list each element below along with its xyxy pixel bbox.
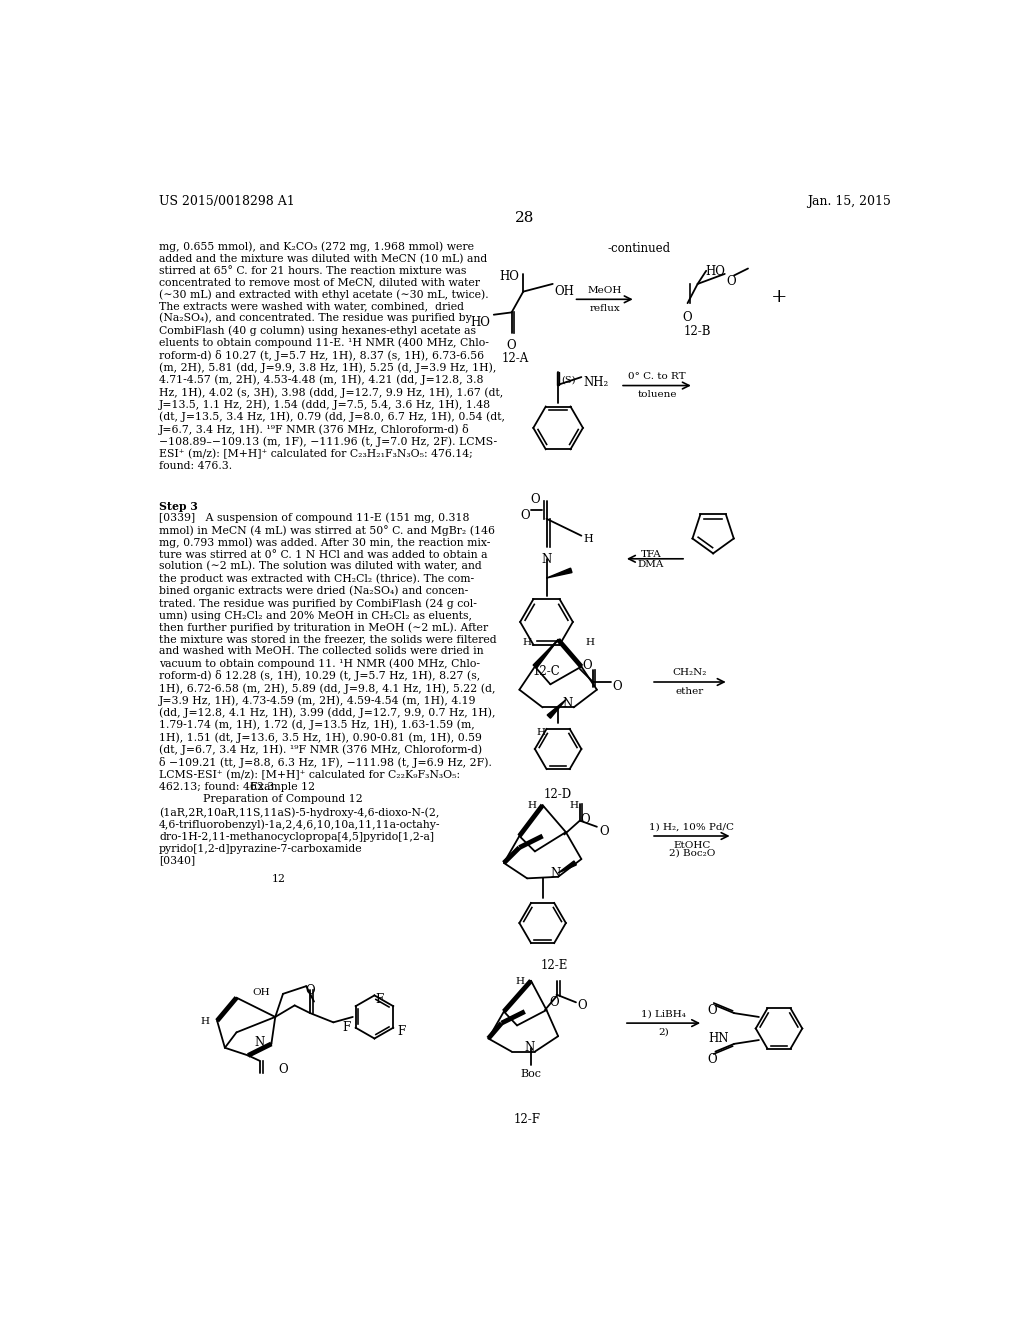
Text: H: H	[201, 1016, 209, 1026]
Text: 12: 12	[272, 875, 286, 884]
Text: 2): 2)	[658, 1028, 669, 1036]
Text: Step 3: Step 3	[159, 502, 198, 512]
Text: O: O	[530, 494, 540, 507]
Text: H: H	[522, 638, 531, 647]
Text: O: O	[683, 312, 692, 323]
Text: CH₂N₂: CH₂N₂	[673, 668, 707, 677]
Text: mg, 0.655 mmol), and K₂CO₃ (272 mg, 1.968 mmol) were
added and the mixture was d: mg, 0.655 mmol), and K₂CO₃ (272 mg, 1.96…	[159, 242, 505, 471]
Text: 12-A: 12-A	[502, 352, 529, 366]
Text: HN: HN	[709, 1032, 729, 1045]
Text: HO: HO	[706, 264, 725, 277]
Polygon shape	[547, 700, 566, 718]
Text: O: O	[726, 276, 736, 289]
Text: (S): (S)	[561, 376, 575, 385]
Text: N: N	[542, 553, 552, 566]
Polygon shape	[547, 568, 572, 578]
Text: F: F	[376, 993, 384, 1006]
Text: TFA: TFA	[641, 549, 662, 558]
Polygon shape	[534, 640, 558, 668]
Text: US 2015/0018298 A1: US 2015/0018298 A1	[159, 195, 295, 209]
Text: 1) LiBH₄: 1) LiBH₄	[641, 1010, 686, 1019]
Text: OH: OH	[554, 285, 574, 298]
Text: ether: ether	[676, 686, 705, 696]
Text: O: O	[305, 983, 315, 997]
Text: HO: HO	[471, 317, 490, 329]
Text: 28: 28	[515, 211, 535, 224]
Text: O: O	[708, 1053, 717, 1067]
Text: H: H	[537, 729, 546, 737]
Text: O: O	[578, 999, 587, 1012]
Text: NH₂: NH₂	[584, 376, 609, 388]
Text: HO: HO	[500, 271, 519, 282]
Text: O: O	[583, 659, 593, 672]
Text: O: O	[279, 1063, 288, 1076]
Text: MeOH: MeOH	[588, 285, 622, 294]
Text: OH: OH	[252, 989, 270, 998]
Text: H: H	[516, 977, 524, 986]
Text: [0340]: [0340]	[159, 855, 196, 865]
Text: O: O	[550, 997, 559, 1010]
Text: Preparation of Compound 12: Preparation of Compound 12	[203, 793, 362, 804]
Text: N: N	[562, 697, 572, 710]
Text: 12-F: 12-F	[514, 1113, 541, 1126]
Text: Boc: Boc	[520, 1069, 542, 1080]
Text: 12-D: 12-D	[544, 788, 572, 801]
Text: H: H	[586, 638, 594, 647]
Text: reflux: reflux	[589, 304, 620, 313]
Text: H: H	[569, 801, 579, 810]
Text: O: O	[507, 339, 516, 352]
Polygon shape	[558, 861, 577, 873]
Text: 2) Boc₂O: 2) Boc₂O	[669, 849, 716, 857]
Text: 12-E: 12-E	[541, 960, 568, 973]
Text: 0° C. to RT: 0° C. to RT	[628, 372, 686, 381]
Text: F: F	[342, 1020, 350, 1034]
Text: [0339]   A suspension of compound 11-E (151 mg, 0.318
mmol) in MeCN (4 mL) was s: [0339] A suspension of compound 11-E (15…	[159, 512, 497, 792]
Text: +: +	[771, 288, 787, 306]
Text: N: N	[550, 867, 560, 880]
Text: Example 12: Example 12	[251, 781, 315, 792]
Text: 1) H₂, 10% Pd/C: 1) H₂, 10% Pd/C	[649, 822, 734, 832]
Text: H: H	[584, 535, 594, 544]
Text: EtOHC: EtOHC	[673, 841, 711, 850]
Text: 12-C: 12-C	[532, 665, 560, 678]
Text: O: O	[599, 825, 609, 838]
Text: O: O	[520, 508, 529, 521]
Text: F: F	[397, 1024, 406, 1038]
Text: N: N	[255, 1036, 265, 1049]
Text: toluene: toluene	[637, 391, 677, 399]
Text: O: O	[708, 1003, 717, 1016]
Text: (1aR,2R,10aR,11S,11aS)-5-hydroxy-4,6-dioxo-N-(2,
4,6-trifluorobenzyl)-1a,2,4,6,1: (1aR,2R,10aR,11S,11aS)-5-hydroxy-4,6-dio…	[159, 808, 440, 854]
Text: H: H	[527, 801, 537, 810]
Text: 12-B: 12-B	[684, 325, 712, 338]
Text: N: N	[524, 1040, 536, 1053]
Text: DMA: DMA	[638, 560, 665, 569]
Text: O: O	[612, 680, 622, 693]
Text: -continued: -continued	[608, 242, 671, 255]
Text: O: O	[581, 813, 590, 826]
Text: Jan. 15, 2015: Jan. 15, 2015	[807, 195, 891, 209]
